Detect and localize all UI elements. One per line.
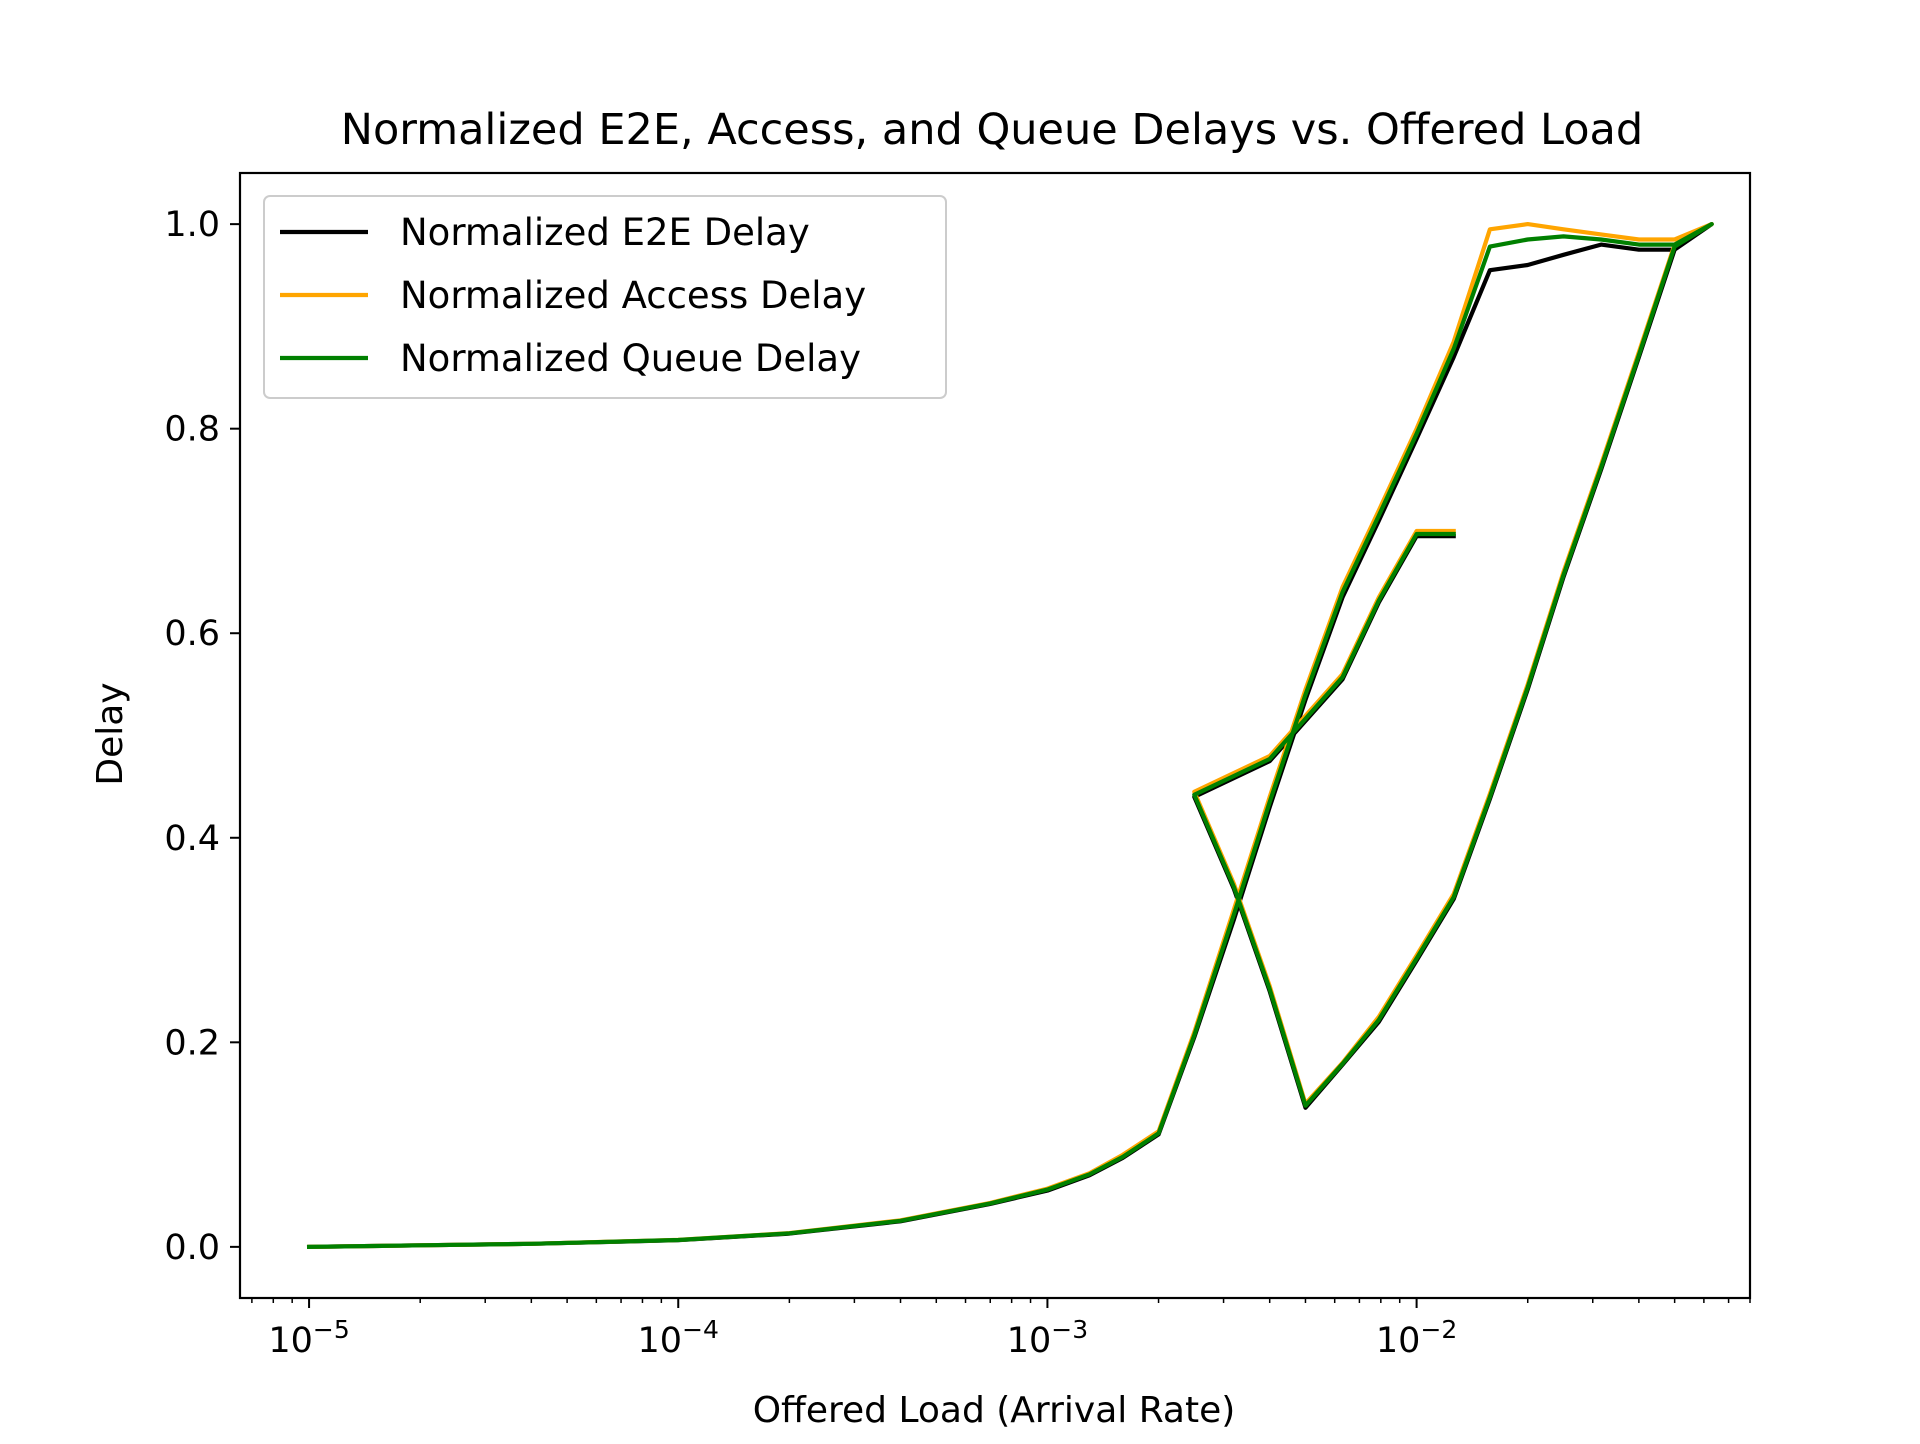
y-tick-label: 0.8 [164,410,220,450]
plot-frame [238,171,1752,1300]
chart-title: Normalized E2E, Access, and Queue Delays… [341,105,1643,155]
y-tick-label: 0.6 [164,614,220,654]
legend-label: Normalized Access Delay [400,274,866,317]
x-tick-label: 10−2 [1376,1315,1457,1361]
y-tick-label: 0.0 [164,1228,220,1268]
y-axis-label: Delay [90,682,131,785]
x-axis: 10−5 10−4 10−3 10−2 [251,1298,1751,1361]
x-tick-label: 10−4 [638,1315,719,1361]
legend-box [263,195,947,399]
legend-label: Normalized E2E Delay [400,211,810,254]
series-line-2 [306,222,1714,1250]
legend-label: Normalized Queue Delay [400,337,861,380]
y-tick-label: 0.2 [164,1023,220,1063]
y-tick-label: 1.0 [164,205,220,245]
x-tick-label: 10−3 [1007,1315,1088,1361]
x-tick-label: 10−5 [268,1315,349,1361]
y-tick-label: 0.4 [164,819,220,859]
legend: Normalized E2E Delay Normalized Access De… [263,195,947,399]
x-axis-label: Offered Load (Arrival Rate) [753,1390,1236,1431]
y-axis: 0.0 0.2 0.4 0.6 0.8 1.0 [164,205,240,1268]
